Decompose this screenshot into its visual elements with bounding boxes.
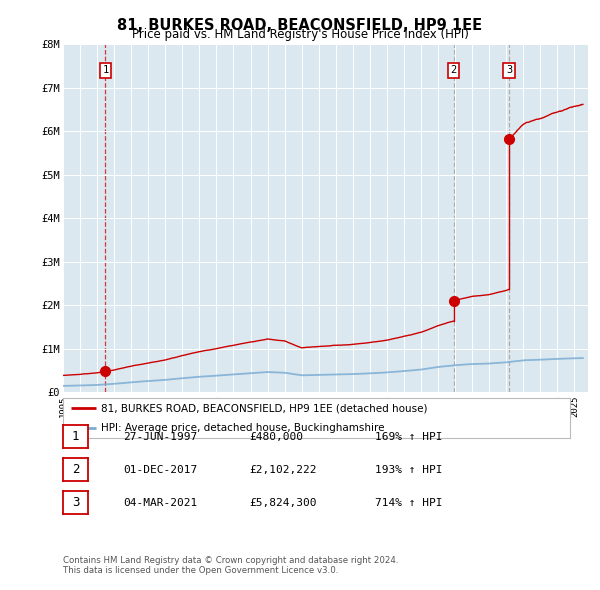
Text: Contains HM Land Registry data © Crown copyright and database right 2024.
This d: Contains HM Land Registry data © Crown c… [63,556,398,575]
Text: 2: 2 [72,463,79,476]
Text: Price paid vs. HM Land Registry's House Price Index (HPI): Price paid vs. HM Land Registry's House … [131,28,469,41]
Text: 3: 3 [72,496,79,509]
Text: £5,824,300: £5,824,300 [249,498,317,507]
Text: 3: 3 [506,65,512,76]
Text: 1: 1 [103,65,109,76]
Text: 27-JUN-1997: 27-JUN-1997 [123,432,197,441]
Text: 04-MAR-2021: 04-MAR-2021 [123,498,197,507]
Text: £2,102,222: £2,102,222 [249,465,317,474]
Text: 1: 1 [72,430,79,443]
Text: HPI: Average price, detached house, Buckinghamshire: HPI: Average price, detached house, Buck… [101,423,385,433]
Text: £480,000: £480,000 [249,432,303,441]
Text: 193% ↑ HPI: 193% ↑ HPI [375,465,443,474]
Text: 714% ↑ HPI: 714% ↑ HPI [375,498,443,507]
Text: 2: 2 [451,65,457,76]
Text: 81, BURKES ROAD, BEACONSFIELD, HP9 1EE (detached house): 81, BURKES ROAD, BEACONSFIELD, HP9 1EE (… [101,404,428,414]
Text: 01-DEC-2017: 01-DEC-2017 [123,465,197,474]
Text: 169% ↑ HPI: 169% ↑ HPI [375,432,443,441]
Text: 81, BURKES ROAD, BEACONSFIELD, HP9 1EE: 81, BURKES ROAD, BEACONSFIELD, HP9 1EE [118,18,482,32]
